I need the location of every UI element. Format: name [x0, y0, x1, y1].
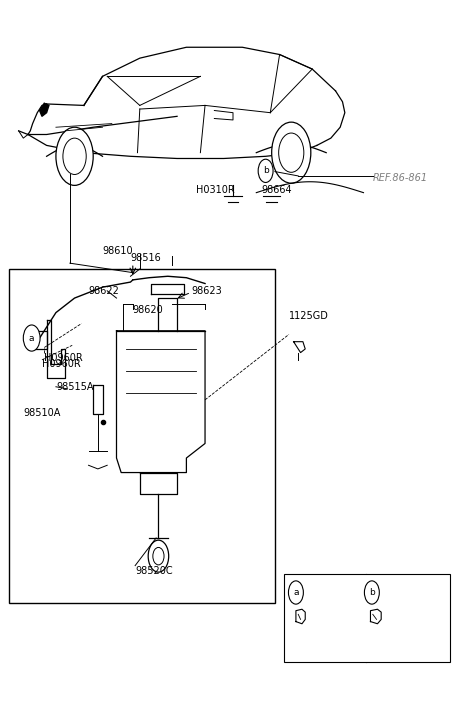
Circle shape [258, 159, 273, 182]
Text: H0960R: H0960R [42, 359, 81, 369]
FancyBboxPatch shape [9, 269, 275, 603]
Text: 1125GD: 1125GD [289, 311, 329, 321]
Text: 98620: 98620 [133, 305, 164, 316]
Text: 98516: 98516 [130, 253, 161, 263]
Circle shape [148, 540, 169, 572]
Text: 81199: 81199 [307, 587, 337, 598]
Text: 98622: 98622 [89, 286, 119, 296]
Circle shape [272, 122, 311, 183]
Text: a: a [293, 588, 299, 597]
Circle shape [364, 581, 379, 604]
Text: a: a [29, 334, 34, 342]
Text: H0310R: H0310R [196, 185, 234, 196]
Polygon shape [40, 103, 49, 116]
FancyBboxPatch shape [284, 574, 450, 662]
Text: 98623: 98623 [191, 286, 222, 296]
Text: H0960R: H0960R [44, 353, 83, 363]
Circle shape [23, 325, 40, 351]
Circle shape [153, 547, 164, 565]
Text: 98661G: 98661G [382, 587, 420, 598]
Text: 98520C: 98520C [135, 566, 173, 576]
Text: 98664: 98664 [261, 185, 292, 196]
Text: 98515A: 98515A [56, 382, 93, 392]
Text: 98610: 98610 [103, 246, 133, 256]
Circle shape [279, 133, 304, 172]
Text: 98510A: 98510A [23, 408, 61, 418]
Circle shape [56, 127, 93, 185]
Text: b: b [263, 166, 268, 175]
Text: b: b [369, 588, 375, 597]
Circle shape [288, 581, 303, 604]
Text: REF.86-861: REF.86-861 [373, 173, 428, 183]
Circle shape [63, 138, 86, 174]
